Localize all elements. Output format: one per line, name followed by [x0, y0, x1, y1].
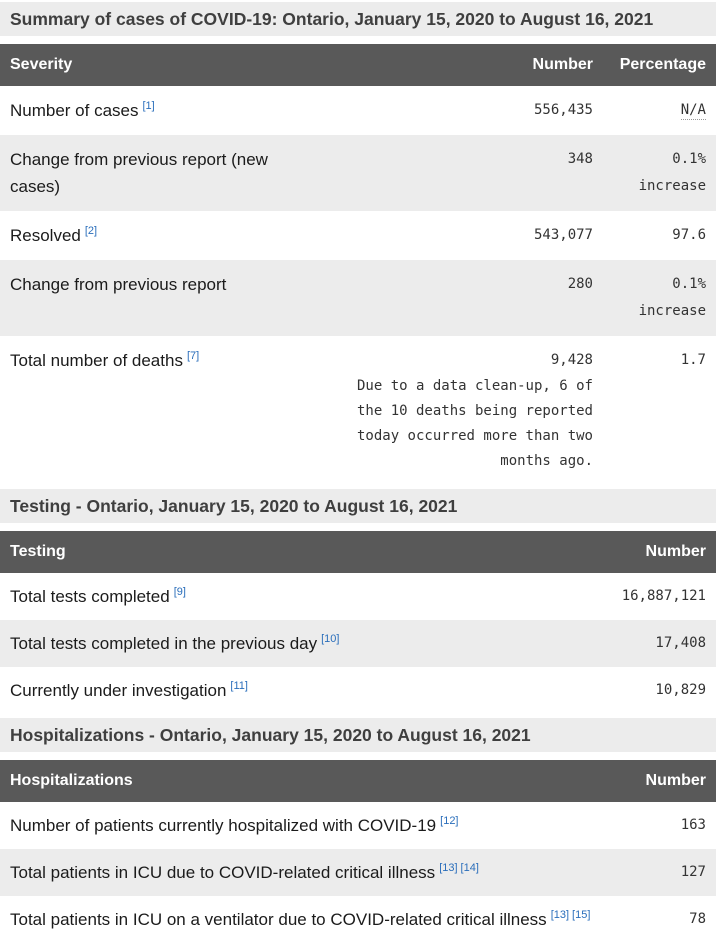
table-row-icu-patients: Total patients in ICU due to COVID-relat… — [0, 849, 716, 896]
table-row-icu-ventilator-patients: Total patients in ICU on a ventilator du… — [0, 896, 716, 943]
table-row-number-of-cases: Number of cases [1] 556,435 N/A — [0, 86, 716, 135]
row-label: Total patients in ICU on a ventilator du… — [10, 910, 547, 929]
table-row-resolved: Resolved [2] 543,077 97.6 — [0, 211, 716, 260]
column-header-number: Number — [620, 760, 716, 802]
column-header-hospitalizations: Hospitalizations — [0, 760, 620, 802]
row-label: Change from previous report (new cases) — [10, 150, 268, 196]
summary-section-title: Summary of cases of COVID-19: Ontario, J… — [0, 2, 716, 36]
row-percentage-value: N/A — [603, 86, 716, 135]
row-percentage-value: 1.7 — [680, 352, 706, 368]
summary-table-header-row: Severity Number Percentage — [0, 44, 716, 86]
row-label: Resolved — [10, 226, 81, 245]
row-number-value: 78 — [689, 911, 706, 927]
row-number-value: 17,408 — [655, 635, 706, 651]
ref-link[interactable]: [9] — [173, 586, 186, 599]
not-applicable-abbr: N/A — [680, 102, 706, 120]
row-number-value: 280 — [567, 276, 593, 292]
table-row-change-new-cases: Change from previous report (new cases) … — [0, 135, 716, 211]
testing-table-header-row: Testing Number — [0, 531, 716, 573]
ref-link[interactable]: [10] — [321, 633, 340, 646]
row-percentage-value: 0.1% increase — [638, 151, 706, 194]
ref-link[interactable]: [11] — [230, 680, 248, 693]
deaths-number: 9,428 — [550, 352, 593, 368]
row-number-value: 10,829 — [655, 682, 706, 698]
table-row-tests-previous-day: Total tests completed in the previous da… — [0, 620, 716, 667]
column-header-number: Number — [566, 531, 716, 573]
row-number-value: 556,435 — [533, 102, 593, 118]
testing-table: Testing Number Total tests completed [9] … — [0, 531, 716, 714]
column-header-percentage: Percentage — [603, 44, 716, 86]
row-number-value: 16,887,121 — [621, 588, 706, 604]
row-number-value: 543,077 — [533, 227, 593, 243]
table-row-currently-hospitalized: Number of patients currently hospitalize… — [0, 802, 716, 849]
summary-table: Severity Number Percentage Number of cas… — [0, 44, 716, 485]
ref-link[interactable]: [2] — [84, 225, 98, 238]
ref-link[interactable]: [15] — [572, 909, 591, 922]
ref-link[interactable]: [12] — [440, 815, 459, 828]
row-label: Number of cases — [10, 101, 139, 120]
column-header-testing: Testing — [0, 531, 566, 573]
row-label: Total tests completed in the previous da… — [10, 634, 318, 653]
ref-link[interactable]: [1] — [142, 100, 155, 113]
row-label: Total tests completed — [10, 587, 170, 606]
row-label: Number of patients currently hospitalize… — [10, 816, 437, 835]
column-header-number: Number — [315, 44, 603, 86]
hospitalizations-table: Hospitalizations Number Number of patien… — [0, 760, 716, 943]
table-row-total-tests: Total tests completed [9] 16,887,121 — [0, 573, 716, 620]
table-row-under-investigation: Currently under investigation [11] 10,829 — [0, 667, 716, 714]
hospitalizations-table-header-row: Hospitalizations Number — [0, 760, 716, 802]
hospitalizations-section-title: Hospitalizations - Ontario, January 15, … — [0, 718, 716, 752]
table-row-change-previous-report: Change from previous report 280 0.1% inc… — [0, 260, 716, 336]
row-number-value: 9,428 Due to a data clean-up, 6 of the 1… — [315, 336, 603, 485]
row-label: Change from previous report — [10, 275, 227, 294]
row-percentage-value: 0.1% increase — [638, 276, 706, 319]
ref-link[interactable]: [13] — [439, 862, 458, 875]
column-header-severity: Severity — [0, 44, 315, 86]
row-percentage-value: 97.6 — [672, 227, 706, 243]
ref-link[interactable]: [7] — [186, 350, 200, 363]
row-number-value: 163 — [680, 817, 706, 833]
deaths-data-note: Due to a data clean-up, 6 of the 10 deat… — [356, 378, 593, 469]
row-number-value: 348 — [567, 151, 593, 167]
row-label: Currently under investigation — [10, 681, 227, 700]
ref-link[interactable]: [14] — [460, 862, 479, 875]
testing-section-title: Testing - Ontario, January 15, 2020 to A… — [0, 489, 716, 523]
table-row-total-deaths: Total number of deaths [7] 9,428 Due to a… — [0, 336, 716, 485]
row-label: Total patients in ICU due to COVID-relat… — [10, 863, 436, 882]
row-label: Total number of deaths — [10, 351, 183, 370]
row-number-value: 127 — [680, 864, 706, 880]
ref-link[interactable]: [13] — [550, 909, 570, 922]
